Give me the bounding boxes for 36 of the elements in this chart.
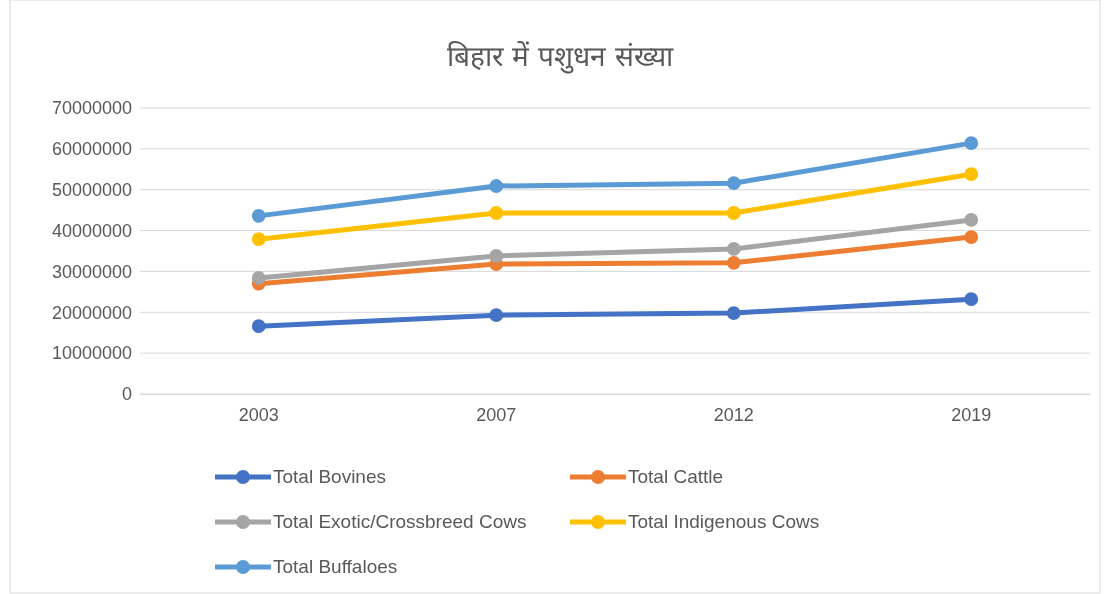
legend-label: Total Buffaloes	[273, 556, 398, 577]
x-tick-label: 2003	[238, 404, 279, 425]
point	[964, 213, 979, 227]
y-tick-label: 30000000	[51, 261, 132, 282]
y-tick-label: 10000000	[51, 343, 132, 364]
chart-title: बिहार में पशुधन संख्या	[447, 40, 674, 74]
y-tick-label: 50000000	[51, 179, 132, 200]
point	[489, 179, 504, 193]
point	[964, 292, 979, 307]
point	[726, 255, 741, 270]
point	[489, 249, 504, 263]
legend-label: Total Bovines	[273, 466, 387, 487]
y-tick-label: 0	[121, 384, 132, 405]
point	[489, 308, 504, 323]
point	[964, 136, 979, 151]
legend-label: Total Exotic/Crossbreed Cows	[273, 511, 527, 532]
y-tick-label: 20000000	[51, 302, 132, 323]
y-tick-label: 60000000	[51, 139, 132, 160]
point	[251, 271, 266, 285]
y-tick-label: 70000000	[51, 98, 132, 119]
point	[251, 319, 266, 334]
point	[964, 230, 979, 244]
x-tick-label: 2012	[713, 404, 754, 425]
point	[726, 242, 741, 256]
point	[726, 306, 741, 320]
point	[251, 232, 266, 247]
point	[726, 206, 741, 220]
x-tick-label: 2019	[951, 404, 992, 425]
point	[489, 206, 504, 220]
legend-label: Total Cattle	[628, 466, 724, 487]
point	[251, 208, 266, 223]
point	[964, 167, 979, 182]
point	[726, 176, 741, 191]
y-tick-label: 40000000	[51, 220, 132, 241]
x-tick-label: 2007	[476, 404, 517, 425]
legend-label: Total Indigenous Cows	[628, 511, 820, 532]
